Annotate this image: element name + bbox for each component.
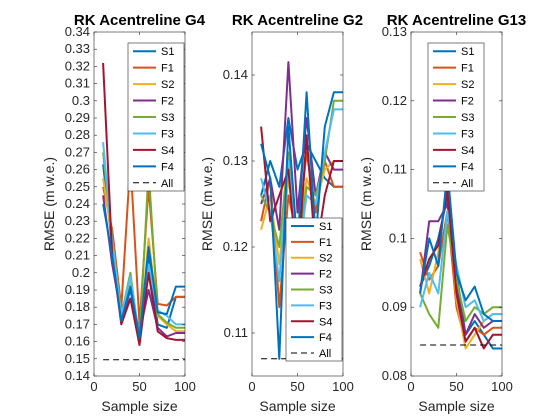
legend-label-s4: S4: [161, 145, 174, 157]
y-tick-label: 0.19: [65, 282, 90, 297]
legend: S1 F1 S2 F2 S3 F3 S4 F4 All: [427, 42, 485, 192]
y-tick-label: 0.11: [383, 162, 407, 177]
legend-label-all: All: [319, 348, 331, 360]
y-tick-label: 0.3: [72, 93, 90, 108]
y-tick-label: 0.13: [382, 24, 407, 39]
series-line-s3: [419, 223, 502, 329]
y-tick-label: 0.2: [72, 265, 90, 280]
series-line-f4: [419, 168, 502, 322]
legend-label-f4: F4: [319, 332, 332, 344]
y-tick-label: 0.21: [65, 248, 90, 263]
legend-label-f1: F1: [461, 63, 474, 75]
y-tick-label: 0.12: [223, 239, 248, 254]
y-tick-label: 0.1: [389, 230, 407, 245]
y-tick-label: 0.32: [65, 58, 90, 73]
series-group: [419, 168, 502, 350]
legend-label-s1: S1: [319, 221, 332, 233]
chart-title: RK Acentreline G2: [232, 12, 363, 29]
legend-label-s1: S1: [461, 46, 474, 58]
y-axis-label: RMSE (m w.e.): [41, 157, 57, 251]
x-tick-label: 100: [174, 379, 196, 394]
x-tick-label: 100: [491, 379, 513, 394]
y-tick-label: 0.24: [65, 196, 90, 211]
y-tick-label: 0.17: [65, 316, 90, 331]
x-axis-label: Sample size: [101, 398, 177, 414]
x-tick-label: 50: [449, 379, 463, 394]
series-group: [102, 62, 185, 361]
y-tick-label: 0.11: [224, 325, 248, 340]
y-tick-label: 0.08: [382, 368, 407, 383]
y-tick-label: 0.12: [382, 93, 407, 108]
chart-2: 0.11 0.12 0.13 0.14 0 50 100 Sample size RMSE (m…: [199, 12, 363, 414]
y-axis-label: RMSE (m w.e.): [199, 157, 215, 251]
y-tick-label: 0.18: [65, 299, 90, 314]
legend-label-f2: F2: [319, 269, 332, 281]
series-line-f4: [102, 203, 185, 340]
chart-title: RK Acentreline G4: [74, 12, 206, 29]
chart-1: 0.14 0.15 0.16 0.17 0.18 0.19 0.2 0.21 0.22 0.23 0…: [41, 12, 206, 414]
y-tick-label: 0.14: [65, 368, 90, 383]
chart-title: RK Acentreline G13: [387, 12, 527, 29]
legend-label-s2: S2: [161, 79, 174, 91]
legend-label-s2: S2: [319, 253, 332, 265]
y-tick-label: 0.23: [65, 213, 90, 228]
y-tick-label: 0.28: [65, 127, 90, 142]
y-tick-label: 0.15: [65, 351, 90, 366]
y-tick-label: 0.33: [65, 41, 90, 56]
legend-label-s3: S3: [161, 112, 174, 124]
y-tick-label: 0.31: [65, 76, 90, 91]
y-tick-label: 0.29: [65, 110, 90, 125]
legend-label-f4: F4: [461, 161, 474, 173]
legend-label-f3: F3: [319, 300, 332, 312]
y-tick-label: 0.22: [65, 230, 90, 245]
legend-label-f4: F4: [161, 161, 174, 173]
x-tick-label: 0: [407, 379, 414, 394]
y-tick-label: 0.25: [65, 179, 90, 194]
legend-label-all: All: [161, 178, 173, 190]
x-tick-label: 0: [248, 379, 255, 394]
series-line-f2: [419, 203, 502, 336]
x-axis-label: Sample size: [259, 398, 335, 414]
legend: S1 F1 S2 F2 S3 F3 S4 F4 All: [285, 217, 343, 362]
legend-label-f3: F3: [461, 128, 474, 140]
legend-label-s4: S4: [461, 145, 474, 157]
legend-label-s3: S3: [319, 285, 332, 297]
y-tick-label: 0.16: [65, 334, 90, 349]
x-axis-label: Sample size: [418, 398, 494, 414]
y-tick-label: 0.13: [223, 153, 248, 168]
legend-label-s2: S2: [461, 79, 474, 91]
y-tick-label: 0.09: [382, 299, 407, 314]
legend-label-s1: S1: [161, 46, 174, 58]
legend-label-all: All: [461, 178, 473, 190]
legend-label-f2: F2: [461, 96, 474, 108]
series-line-f4: [260, 91, 343, 360]
y-tick-label: 0.27: [65, 144, 90, 159]
legend-label-s3: S3: [461, 112, 474, 124]
x-tick-label: 100: [332, 379, 354, 394]
legend-label-s4: S4: [319, 316, 332, 328]
chart-3: 0.08 0.09 0.1 0.11 0.12 0.13 0 50 100 Sample size…: [358, 12, 526, 414]
y-tick-label: 0.14: [223, 67, 248, 82]
legend: S1 F1 S2 F2 S3 F3 S4 F4 All: [127, 42, 185, 192]
y-axis-label: RMSE (m w.e.): [358, 157, 374, 251]
legend-label-f2: F2: [161, 96, 174, 108]
legend-label-f3: F3: [161, 128, 174, 140]
y-tick-label: 0.26: [65, 162, 90, 177]
legend-label-f1: F1: [161, 63, 174, 75]
x-tick-label: 50: [132, 379, 146, 394]
x-tick-label: 0: [90, 379, 97, 394]
x-tick-label: 50: [290, 379, 304, 394]
series-line-s4: [260, 126, 343, 274]
legend-label-f1: F1: [319, 237, 332, 249]
y-tick-label: 0.34: [65, 24, 90, 39]
